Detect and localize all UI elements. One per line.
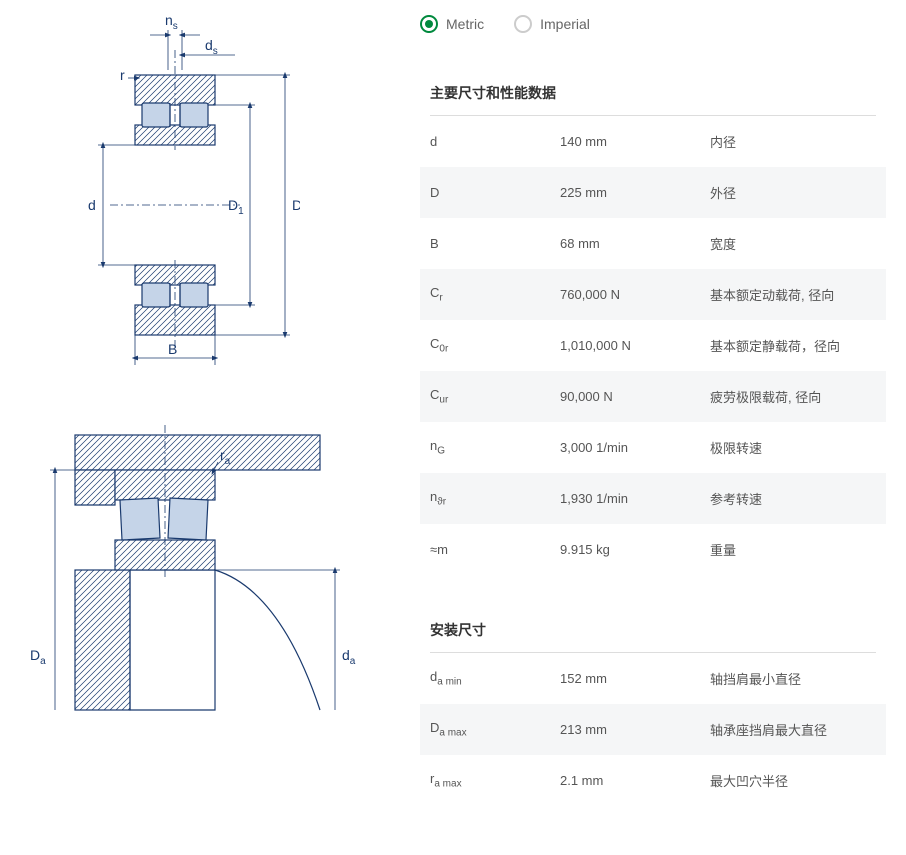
value-cell: 213 mm xyxy=(560,722,710,737)
mounting-section-title: 安装尺寸 xyxy=(420,605,886,652)
desc-cell: 重量 xyxy=(710,540,876,559)
param-cell: d xyxy=(430,134,560,149)
label-r: r xyxy=(120,67,125,83)
desc-cell: 基本额定动载荷, 径向 xyxy=(710,285,876,304)
label-D1: D xyxy=(228,197,238,213)
param-cell: Cur xyxy=(430,387,560,406)
param-cell: nϑr xyxy=(430,489,560,508)
value-cell: 9.915 kg xyxy=(560,542,710,557)
value-cell: 760,000 N xyxy=(560,287,710,302)
svg-text:da: da xyxy=(342,647,356,667)
svg-text:Da: Da xyxy=(30,647,46,667)
desc-cell: 最大凹穴半径 xyxy=(710,771,876,790)
data-row: d140 mm内径 xyxy=(420,116,886,167)
desc-cell: 轴挡肩最小直径 xyxy=(710,669,876,688)
param-cell: D xyxy=(430,185,560,200)
data-row: D225 mm外径 xyxy=(420,167,886,218)
svg-text:D1: D1 xyxy=(228,197,244,217)
value-cell: 225 mm xyxy=(560,185,710,200)
metric-radio[interactable]: Metric xyxy=(420,15,484,33)
metric-label: Metric xyxy=(446,16,484,32)
value-cell: 90,000 N xyxy=(560,389,710,404)
data-row: B68 mm宽度 xyxy=(420,218,886,269)
data-row: Cur90,000 N疲劳极限载荷, 径向 xyxy=(420,371,886,422)
data-row: ra max2.1 mm最大凹穴半径 xyxy=(420,755,886,806)
param-cell: nG xyxy=(430,438,560,457)
label-B: B xyxy=(168,341,177,357)
desc-cell: 基本额定静载荷，径向 xyxy=(710,336,876,355)
param-cell: Da max xyxy=(430,720,560,739)
desc-cell: 宽度 xyxy=(710,234,876,253)
param-cell: B xyxy=(430,236,560,251)
param-cell: C0r xyxy=(430,336,560,355)
value-cell: 152 mm xyxy=(560,671,710,686)
imperial-radio[interactable]: Imperial xyxy=(514,15,590,33)
main-section-title: 主要尺寸和性能数据 xyxy=(420,68,886,115)
data-row: da min152 mm轴挡肩最小直径 xyxy=(420,653,886,704)
param-cell: ≈m xyxy=(430,542,560,557)
unit-toggle: Metric Imperial xyxy=(420,10,886,38)
desc-cell: 极限转速 xyxy=(710,438,876,457)
desc-cell: 内径 xyxy=(710,132,876,151)
value-cell: 1,010,000 N xyxy=(560,338,710,353)
main-dimension-diagram: D D1 d B ns ds r xyxy=(20,10,380,370)
desc-cell: 疲劳极限载荷, 径向 xyxy=(710,387,876,406)
svg-text:ds: ds xyxy=(205,37,218,57)
value-cell: 3,000 1/min xyxy=(560,440,710,455)
desc-cell: 参考转速 xyxy=(710,489,876,508)
label-D: D xyxy=(292,197,300,213)
desc-cell: 外径 xyxy=(710,183,876,202)
label-d: d xyxy=(88,197,96,213)
radio-icon xyxy=(420,15,438,33)
data-row: nG3,000 1/min极限转速 xyxy=(420,422,886,473)
param-cell: da min xyxy=(430,669,560,688)
desc-cell: 轴承座挡肩最大直径 xyxy=(710,720,876,739)
mounting-dimension-diagram: ra Da da xyxy=(20,410,380,730)
imperial-label: Imperial xyxy=(540,16,590,32)
param-cell: ra max xyxy=(430,771,560,790)
data-row: C0r1,010,000 N基本额定静载荷，径向 xyxy=(420,320,886,371)
value-cell: 68 mm xyxy=(560,236,710,251)
data-row: ≈m9.915 kg重量 xyxy=(420,524,886,575)
data-row: Cr760,000 N基本额定动载荷, 径向 xyxy=(420,269,886,320)
value-cell: 1,930 1/min xyxy=(560,491,710,506)
data-row: nϑr1,930 1/min参考转速 xyxy=(420,473,886,524)
param-cell: Cr xyxy=(430,285,560,304)
value-cell: 2.1 mm xyxy=(560,773,710,788)
svg-text:ns: ns xyxy=(165,12,178,32)
value-cell: 140 mm xyxy=(560,134,710,149)
radio-icon xyxy=(514,15,532,33)
data-row: Da max213 mm轴承座挡肩最大直径 xyxy=(420,704,886,755)
